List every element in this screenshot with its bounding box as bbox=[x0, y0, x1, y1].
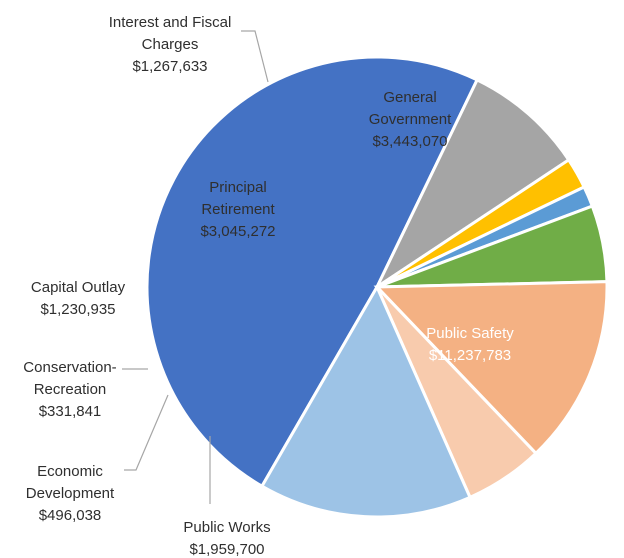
value-label-economic-development: $496,038 bbox=[39, 507, 102, 524]
data-label-conservation-recreation: Conservation- Recreation $331,841 bbox=[23, 359, 116, 420]
pie-slice-general-government bbox=[259, 283, 473, 519]
value-label-interest-and-fiscal-charges: $1,267,633 bbox=[132, 58, 207, 75]
category-label-public-works: Public Works bbox=[183, 519, 270, 536]
value-label-public-works: $1,959,700 bbox=[189, 541, 264, 558]
value-label-public-safety: $11,237,783 bbox=[429, 347, 511, 364]
leader-line-economic-development bbox=[124, 394, 169, 471]
value-label-conservation-recreation: $331,841 bbox=[39, 403, 102, 420]
category-label-conservation-recreation: Recreation bbox=[34, 381, 107, 398]
category-label-principal-retirement: Principal bbox=[209, 179, 267, 196]
category-label-economic-development: Development bbox=[26, 485, 115, 502]
data-label-public-safety: Public Safety $11,237,783 bbox=[426, 325, 514, 364]
value-label-principal-retirement: $3,045,272 bbox=[200, 223, 275, 240]
slices-layer bbox=[145, 55, 609, 519]
pie-slice-public-works bbox=[373, 77, 571, 292]
labels-layer: Public Safety $11,237,783 Public Works $1,9… bbox=[23, 14, 514, 558]
category-label-conservation-recreation: Conservation- bbox=[23, 359, 116, 376]
category-label-general-government: Government bbox=[369, 111, 452, 128]
category-label-interest-and-fiscal-charges: Charges bbox=[142, 36, 199, 53]
data-label-interest-and-fiscal-charges: Interest and Fiscal Charges $1,267,633 bbox=[109, 14, 232, 75]
data-label-capital-outlay: Capital Outlay $1,230,935 bbox=[31, 279, 126, 318]
category-label-capital-outlay: Capital Outlay bbox=[31, 279, 126, 296]
pie-slice-principal-retirement bbox=[373, 280, 609, 456]
category-label-economic-development: Economic bbox=[37, 463, 103, 480]
category-label-general-government: General bbox=[383, 89, 436, 106]
data-label-general-government: General Government $3,443,070 bbox=[369, 89, 452, 150]
category-label-public-safety: Public Safety bbox=[426, 325, 514, 342]
data-label-public-works: Public Works $1,959,700 bbox=[183, 519, 270, 558]
pie-slice-public-safety bbox=[145, 55, 480, 489]
value-label-capital-outlay: $1,230,935 bbox=[40, 301, 115, 318]
data-label-principal-retirement: Principal Retirement $3,045,272 bbox=[200, 179, 275, 240]
leader-line-interest-and-fiscal-charges bbox=[241, 30, 269, 83]
category-label-interest-and-fiscal-charges: Interest and Fiscal bbox=[109, 14, 232, 31]
data-label-economic-development: Economic Development $496,038 bbox=[26, 463, 115, 524]
value-label-general-government: $3,443,070 bbox=[372, 133, 447, 150]
leaders-layer bbox=[122, 30, 269, 504]
category-label-principal-retirement: Retirement bbox=[201, 201, 275, 218]
